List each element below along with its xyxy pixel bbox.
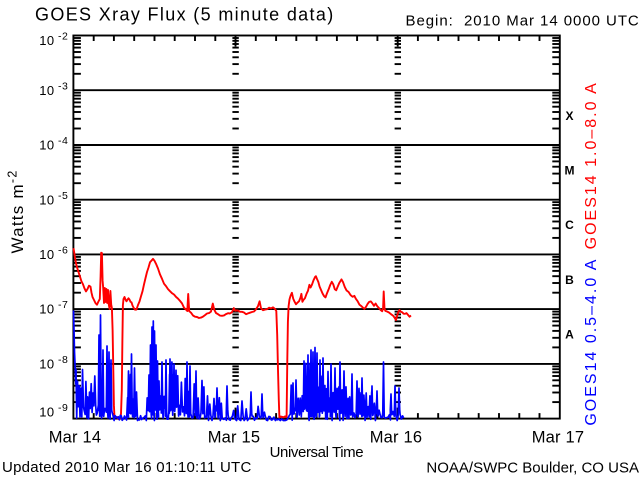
svg-text:B: B	[565, 273, 574, 287]
svg-text:GOES14 0.5–4.0 A: GOES14 0.5–4.0 A	[583, 258, 600, 426]
svg-text:-8: -8	[58, 354, 68, 366]
svg-text:C: C	[565, 218, 574, 232]
svg-text:10: 10	[39, 302, 54, 317]
svg-text:10: 10	[39, 357, 54, 372]
svg-text:Mar 15: Mar 15	[208, 429, 261, 447]
svg-text:-4: -4	[58, 135, 68, 147]
svg-text:NOAA/SWPC Boulder, CO USA: NOAA/SWPC Boulder, CO USA	[426, 460, 639, 477]
svg-text:-5: -5	[58, 190, 68, 202]
svg-text:-9: -9	[58, 402, 68, 414]
svg-text:Watts m-2: Watts m-2	[6, 169, 28, 253]
svg-text:10: 10	[39, 192, 54, 207]
svg-text:10: 10	[39, 247, 54, 262]
svg-text:A: A	[565, 328, 574, 342]
svg-text:Mar 16: Mar 16	[370, 429, 423, 447]
svg-text:X: X	[565, 109, 573, 123]
svg-text:10: 10	[39, 138, 54, 153]
svg-text:Updated 2010 Mar 16 01:10:11 U: Updated 2010 Mar 16 01:10:11 UTC	[2, 459, 252, 476]
svg-text:Universal Time: Universal Time	[270, 444, 364, 461]
svg-text:GOES Xray Flux (5 minute data): GOES Xray Flux (5 minute data)	[35, 5, 335, 25]
svg-text:10: 10	[39, 83, 54, 98]
svg-text:-6: -6	[58, 245, 68, 257]
svg-text:Mar 14: Mar 14	[49, 429, 102, 447]
svg-text:Mar 17: Mar 17	[532, 429, 585, 447]
svg-text:Begin: 2010 Mar 14 0000 UTC: Begin: 2010 Mar 14 0000 UTC	[406, 13, 640, 30]
svg-text:-2: -2	[58, 30, 68, 42]
svg-text:M: M	[565, 164, 575, 178]
svg-text:10: 10	[39, 405, 54, 420]
svg-text:GOES14 1.0–8.0 A: GOES14 1.0–8.0 A	[583, 81, 600, 249]
svg-text:10: 10	[39, 33, 54, 48]
svg-text:-3: -3	[58, 80, 68, 92]
svg-text:-7: -7	[58, 299, 68, 311]
